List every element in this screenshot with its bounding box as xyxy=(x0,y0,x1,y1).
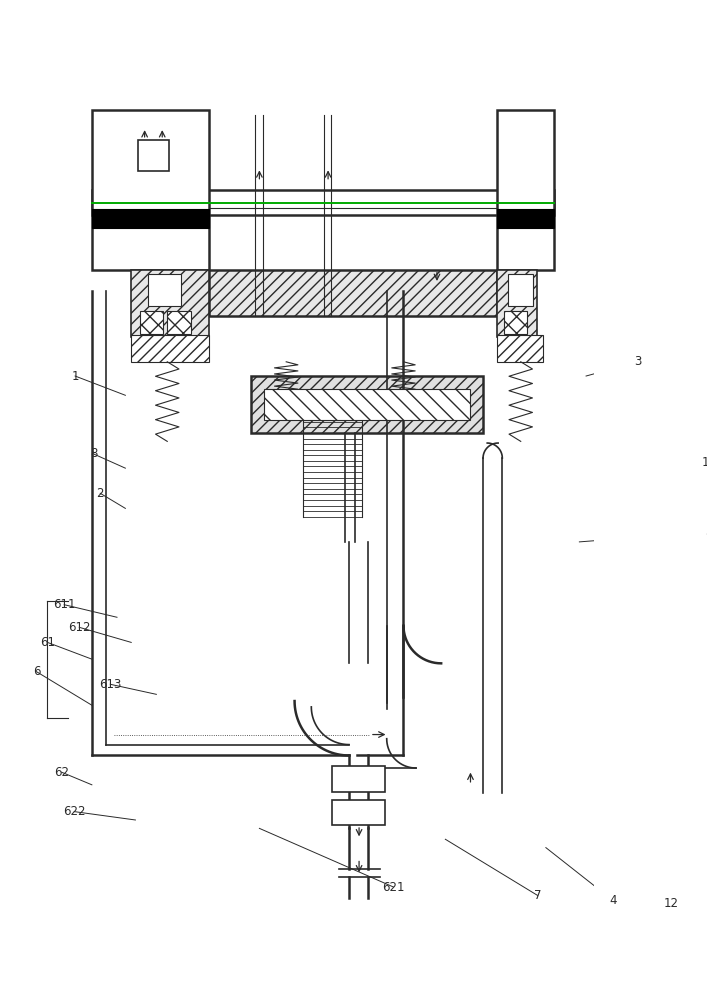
Text: 621: 621 xyxy=(382,881,404,894)
Bar xyxy=(132,335,209,362)
Text: 611: 611 xyxy=(53,598,76,611)
Bar xyxy=(92,110,209,270)
Bar xyxy=(497,270,537,337)
Text: 612: 612 xyxy=(68,621,90,634)
Bar xyxy=(251,376,483,433)
Text: 8: 8 xyxy=(90,447,98,460)
Text: 62: 62 xyxy=(54,766,69,779)
Text: 2: 2 xyxy=(96,487,104,500)
Text: 622: 622 xyxy=(63,805,86,818)
Bar xyxy=(209,270,497,316)
Bar xyxy=(168,311,191,334)
Bar xyxy=(497,209,554,228)
Text: 1: 1 xyxy=(71,370,79,383)
Bar xyxy=(508,274,533,306)
Bar xyxy=(92,190,554,215)
Text: 3: 3 xyxy=(634,355,642,368)
Bar xyxy=(264,389,470,420)
Text: 4: 4 xyxy=(609,894,617,907)
Bar xyxy=(497,110,554,270)
Bar xyxy=(92,209,209,228)
Text: 61: 61 xyxy=(40,636,55,649)
Text: 5: 5 xyxy=(706,525,707,538)
Bar xyxy=(497,335,544,362)
Text: 11: 11 xyxy=(702,456,707,469)
Bar xyxy=(332,766,385,792)
Text: 7: 7 xyxy=(534,889,542,902)
Text: 12: 12 xyxy=(664,897,679,910)
Bar xyxy=(332,800,385,825)
Bar xyxy=(504,311,527,334)
Bar xyxy=(139,311,163,334)
Bar xyxy=(132,270,209,337)
Text: 6: 6 xyxy=(33,665,40,678)
Bar xyxy=(148,274,182,306)
Bar xyxy=(138,140,169,171)
Text: 613: 613 xyxy=(99,678,122,691)
